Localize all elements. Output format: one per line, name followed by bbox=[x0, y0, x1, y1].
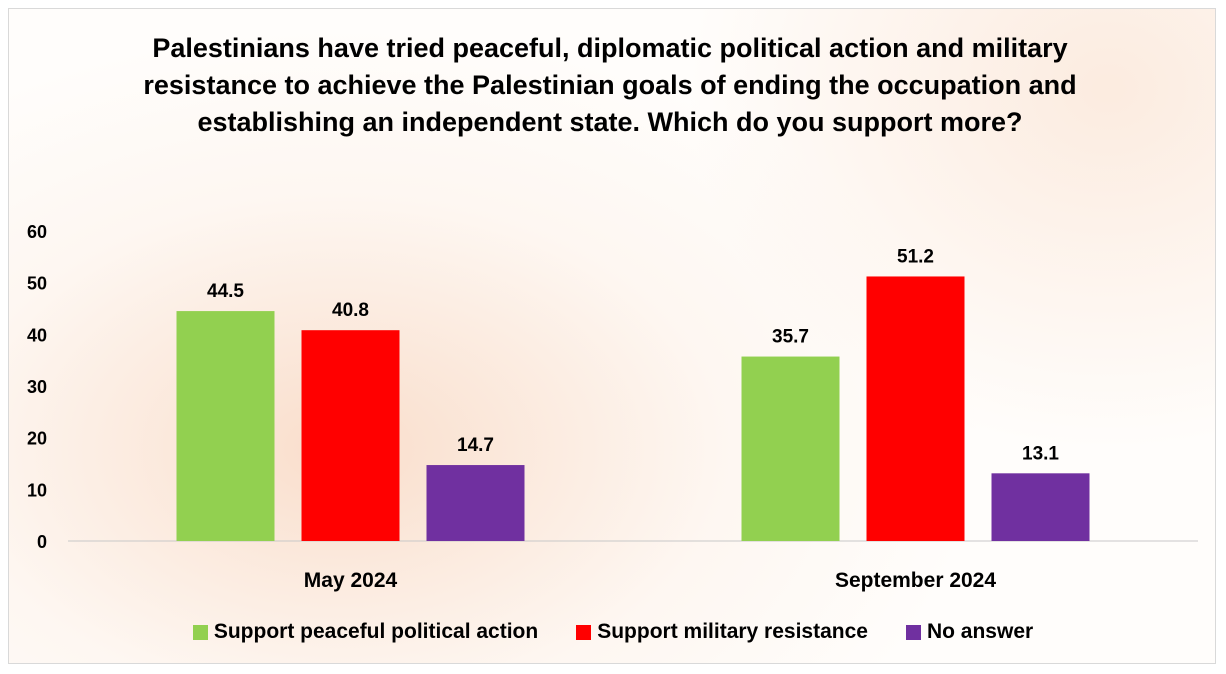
data-label: 13.1 bbox=[1022, 443, 1059, 464]
bar bbox=[866, 276, 965, 541]
legend-label: Support peaceful political action bbox=[213, 620, 539, 643]
legend-label: Support military resistance bbox=[597, 620, 868, 643]
y-tick-label: 30 bbox=[27, 377, 47, 397]
chart-legend: Support peaceful political action Support… bbox=[0, 620, 1226, 644]
y-tick-label: 40 bbox=[27, 325, 47, 345]
data-label: 35.7 bbox=[772, 327, 809, 348]
chart-frame bbox=[8, 8, 1216, 664]
bar bbox=[301, 330, 400, 541]
y-tick-label: 10 bbox=[27, 480, 47, 500]
x-tick-label: May 2024 bbox=[304, 569, 398, 592]
legend-swatch bbox=[576, 624, 592, 640]
chart-title: Palestinians have tried peaceful, diplom… bbox=[143, 33, 1077, 137]
legend-label: No answer bbox=[926, 620, 1034, 643]
legend-swatch bbox=[905, 624, 921, 640]
legend-swatch bbox=[192, 624, 208, 640]
legend-item: Support peaceful political action bbox=[192, 620, 539, 644]
data-label: 44.5 bbox=[207, 281, 244, 302]
y-tick-label: 0 bbox=[37, 532, 47, 552]
bar bbox=[991, 473, 1090, 541]
data-label: 40.8 bbox=[332, 300, 369, 321]
data-label: 51.2 bbox=[897, 246, 934, 267]
y-tick-label: 20 bbox=[27, 429, 47, 449]
x-tick-label: September 2024 bbox=[835, 569, 996, 592]
bar bbox=[426, 465, 525, 541]
y-tick-label: 50 bbox=[27, 274, 47, 294]
bar bbox=[741, 356, 840, 541]
legend-item: Support military resistance bbox=[576, 620, 868, 644]
legend-item: No answer bbox=[905, 620, 1034, 644]
bar bbox=[176, 311, 275, 541]
y-tick-label: 60 bbox=[27, 222, 47, 242]
data-label: 14.7 bbox=[457, 435, 494, 456]
